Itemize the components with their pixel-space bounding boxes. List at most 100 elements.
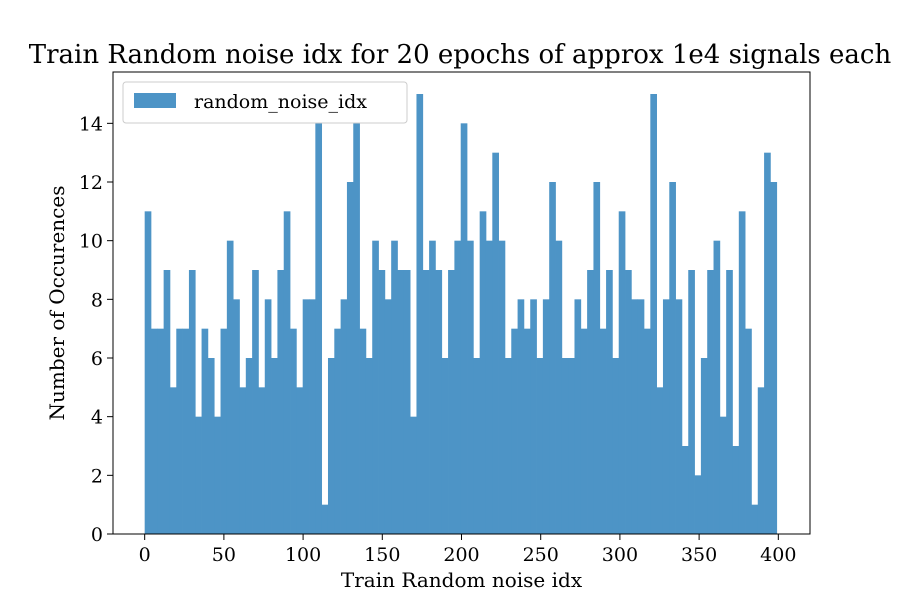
histogram-bar bbox=[252, 270, 259, 534]
histogram-bar bbox=[454, 240, 462, 535]
histogram-bar bbox=[555, 240, 563, 535]
histogram-bar bbox=[460, 123, 468, 534]
histogram-bar bbox=[587, 270, 594, 534]
histogram-bar bbox=[448, 270, 455, 534]
histogram-bar bbox=[346, 182, 354, 534]
histogram-bar bbox=[359, 328, 367, 534]
histogram-bar bbox=[568, 358, 575, 534]
histogram-bar bbox=[504, 358, 512, 534]
y-axis-ticks: 0 2 4 6 8 10 12 14 bbox=[79, 113, 113, 546]
x-tick-label: 100 bbox=[285, 544, 321, 566]
histogram-bar bbox=[599, 328, 607, 534]
histogram-bar bbox=[302, 299, 310, 534]
histogram-bar bbox=[182, 328, 190, 534]
histogram-bar bbox=[644, 328, 651, 534]
histogram-bar bbox=[745, 328, 752, 534]
histogram-bar bbox=[397, 270, 405, 534]
histogram-bar bbox=[384, 299, 392, 534]
plot-frame bbox=[112, 71, 811, 535]
x-tick-label: 300 bbox=[602, 544, 638, 566]
histogram-bar bbox=[688, 270, 695, 534]
histogram-bar bbox=[492, 152, 499, 535]
histogram-bar bbox=[650, 94, 657, 534]
histogram-bar bbox=[467, 240, 474, 535]
x-axis-label: Train Random noise idx bbox=[341, 568, 583, 592]
histogram-bar bbox=[523, 328, 531, 534]
histogram-bar bbox=[751, 504, 759, 534]
y-tick-label: 0 bbox=[91, 524, 103, 546]
y-axis-label: Number of Occurences bbox=[45, 186, 69, 421]
histogram-bar bbox=[662, 299, 670, 534]
histogram-bar bbox=[732, 446, 740, 534]
histogram-bar bbox=[479, 211, 487, 534]
histogram-bar bbox=[606, 270, 613, 534]
histogram-bar bbox=[188, 270, 196, 534]
histogram-bar bbox=[713, 240, 721, 535]
x-axis-ticks: 0 50 100 150 200 250 300 350 400 bbox=[139, 534, 796, 566]
histogram-bar bbox=[612, 358, 620, 534]
histogram-bar bbox=[593, 182, 601, 534]
histogram-bar bbox=[271, 358, 278, 534]
histogram-bar bbox=[144, 211, 152, 534]
histogram-bar bbox=[245, 358, 253, 534]
histogram-bar bbox=[707, 270, 714, 534]
x-tick-label: 50 bbox=[212, 544, 236, 566]
histogram-bar bbox=[176, 328, 183, 534]
histogram-bar bbox=[726, 270, 733, 534]
histogram-bar bbox=[353, 123, 360, 534]
histogram-bar bbox=[694, 475, 702, 534]
legend-box bbox=[122, 81, 408, 124]
histogram-bar bbox=[764, 152, 771, 535]
x-tick-label: 150 bbox=[364, 544, 400, 566]
histogram-bar bbox=[416, 94, 424, 534]
histogram-bar bbox=[536, 358, 544, 534]
histogram-bar bbox=[675, 299, 683, 534]
histogram-bar bbox=[637, 299, 645, 534]
histogram-bar bbox=[485, 240, 493, 535]
histogram-bar bbox=[226, 240, 234, 535]
histogram-bar bbox=[403, 270, 411, 534]
histogram-bar bbox=[422, 270, 430, 534]
histogram-bar bbox=[542, 299, 550, 534]
histogram-bar bbox=[378, 270, 386, 534]
x-tick-label: 250 bbox=[523, 544, 559, 566]
histogram-bar bbox=[498, 240, 506, 535]
histogram-bar bbox=[580, 328, 588, 534]
histogram-bar bbox=[283, 211, 291, 534]
histogram-bar bbox=[372, 240, 379, 535]
histogram-bar bbox=[151, 328, 158, 534]
histogram-bar bbox=[770, 182, 778, 534]
histogram-bar bbox=[315, 123, 323, 534]
histogram-bar bbox=[233, 299, 240, 534]
histogram-bar bbox=[669, 182, 676, 534]
histogram-bar bbox=[321, 504, 329, 534]
legend: random_noise_idx bbox=[122, 81, 408, 124]
x-tick-label: 200 bbox=[443, 544, 479, 566]
histogram-bar bbox=[561, 358, 569, 534]
histogram-bar bbox=[656, 387, 664, 534]
histogram-bars bbox=[144, 94, 778, 535]
x-tick-label: 0 bbox=[139, 544, 151, 566]
histogram-bar bbox=[511, 328, 518, 534]
histogram-bar bbox=[309, 299, 316, 534]
legend-entry-random-noise-idx: random_noise_idx bbox=[194, 91, 367, 113]
x-tick-label: 350 bbox=[681, 544, 717, 566]
y-tick-label: 4 bbox=[91, 407, 103, 429]
histogram-bar bbox=[625, 270, 632, 534]
y-tick-label: 14 bbox=[79, 113, 103, 135]
y-tick-label: 12 bbox=[79, 172, 103, 194]
histogram-bar bbox=[258, 387, 266, 534]
histogram-bar bbox=[290, 328, 297, 534]
histogram-bar bbox=[365, 358, 373, 534]
histogram-bar bbox=[441, 358, 449, 534]
histogram-bar bbox=[296, 387, 304, 534]
histogram-bar bbox=[681, 446, 689, 534]
histogram-bar bbox=[517, 299, 525, 534]
histogram-bar bbox=[435, 270, 443, 534]
y-tick-label: 6 bbox=[91, 348, 103, 370]
histogram-bar bbox=[700, 358, 708, 534]
histogram-bar bbox=[719, 416, 727, 534]
histogram-bar bbox=[277, 270, 285, 534]
histogram-bar bbox=[618, 211, 626, 534]
